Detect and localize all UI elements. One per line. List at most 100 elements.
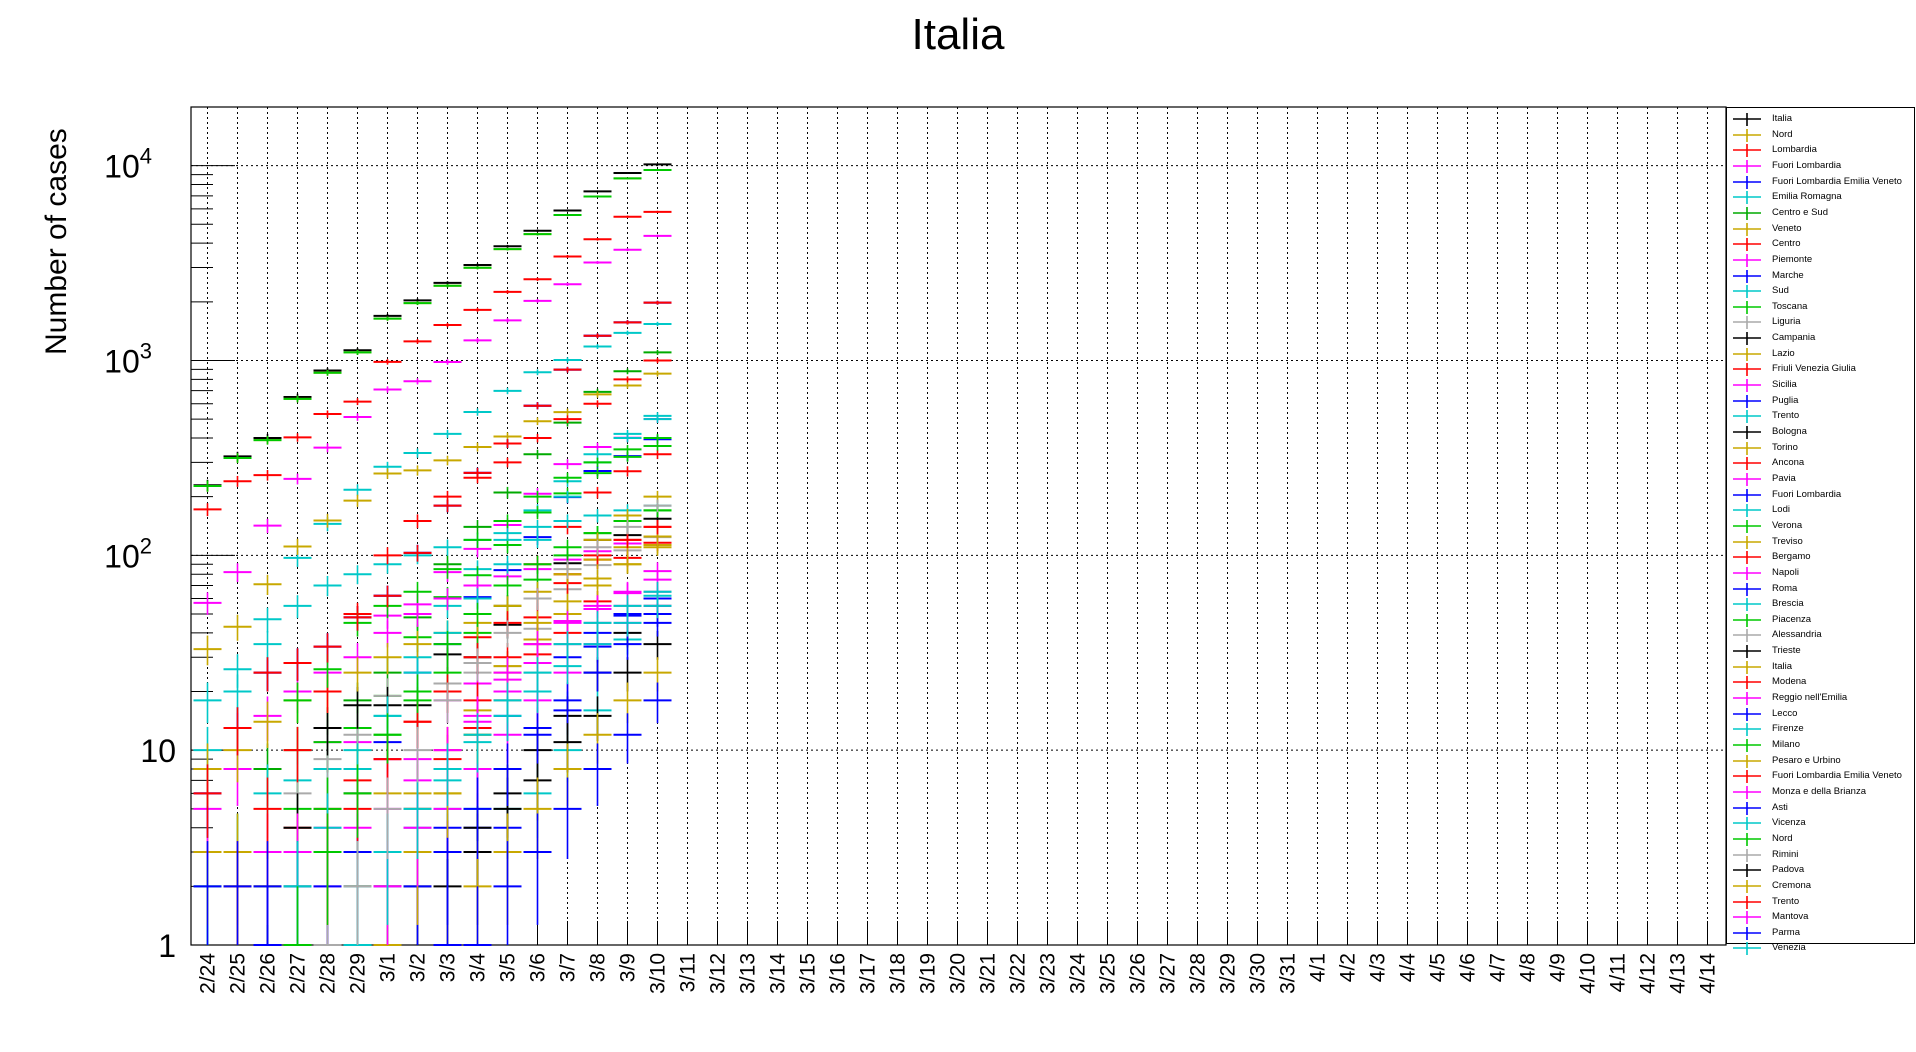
legend-item: Trento bbox=[1727, 409, 1914, 424]
x-tick-label: 3/4 bbox=[467, 953, 490, 983]
legend-marker bbox=[1733, 613, 1761, 627]
legend-item: Parma bbox=[1727, 926, 1914, 941]
legend-label: Centro bbox=[1772, 238, 1801, 250]
legend-item: Trento bbox=[1727, 895, 1914, 910]
series-15 bbox=[193, 537, 672, 925]
legend-label: Lombardia bbox=[1772, 144, 1817, 156]
legend-label: Padova bbox=[1772, 864, 1805, 876]
legend-item: Torino bbox=[1727, 441, 1914, 456]
x-tick-label: 3/20 bbox=[947, 953, 970, 994]
legend-marker bbox=[1733, 113, 1761, 126]
series-36 bbox=[313, 519, 672, 925]
legend-item: Lodi bbox=[1727, 503, 1914, 518]
legend-item: Trieste bbox=[1727, 644, 1914, 659]
legend-marker bbox=[1733, 676, 1761, 690]
y-tick-label: 1 bbox=[158, 928, 176, 964]
grid-lines bbox=[191, 107, 1726, 945]
legend-item: Nord bbox=[1727, 128, 1914, 143]
x-tick-label: 4/12 bbox=[1637, 953, 1660, 994]
chart-legend: Italia Nord Lombardia Fuori Lombardia Fuori … bbox=[1726, 107, 1915, 956]
series-3 bbox=[193, 234, 672, 615]
legend-label: Friuli Venezia Giulia bbox=[1772, 363, 1856, 375]
legend-marker bbox=[1733, 285, 1761, 299]
x-tick-label: 2/28 bbox=[317, 953, 340, 994]
legend-item: Bologna bbox=[1727, 425, 1914, 440]
x-tick-label: 2/29 bbox=[347, 953, 370, 994]
x-tick-label: 4/8 bbox=[1517, 953, 1540, 982]
legend-marker bbox=[1733, 144, 1761, 158]
x-tick-label: 4/13 bbox=[1667, 953, 1690, 994]
legend-item: Lazio bbox=[1727, 347, 1914, 362]
legend-item: Modena bbox=[1727, 675, 1914, 690]
legend-label: Verona bbox=[1772, 519, 1803, 531]
legend-marker bbox=[1733, 582, 1761, 596]
x-axis: 2/24 2/25 2/26 2/27 2/28 2/29 3/1 3/2 3/3 3/4 3/5 3… bbox=[197, 921, 1720, 994]
x-tick-label: 3/30 bbox=[1247, 953, 1270, 994]
legend-label: Brescia bbox=[1772, 598, 1804, 610]
legend-label: Monza e della Brianza bbox=[1772, 785, 1866, 797]
x-tick-label: 3/17 bbox=[857, 953, 880, 994]
x-tick-label: 4/9 bbox=[1547, 953, 1570, 982]
legend-item: Centro e Sud bbox=[1727, 206, 1914, 221]
series-2 bbox=[193, 210, 672, 517]
legend-label: Campania bbox=[1772, 332, 1816, 344]
series-0 bbox=[193, 163, 672, 492]
legend-label: Rimini bbox=[1772, 848, 1799, 860]
legend-label: Bergamo bbox=[1772, 551, 1811, 563]
series-27 bbox=[193, 529, 672, 806]
legend-item: Friuli Venezia Giulia bbox=[1727, 362, 1914, 377]
legend-item: Fuori Lombardia Emilia Veneto bbox=[1727, 769, 1914, 784]
x-tick-label: 3/14 bbox=[767, 953, 790, 994]
legend-label: Pesaro e Urbino bbox=[1772, 754, 1841, 766]
series-7 bbox=[193, 370, 672, 666]
x-tick-label: 3/10 bbox=[647, 953, 670, 994]
legend-label: Veneto bbox=[1772, 222, 1802, 234]
legend-marker bbox=[1733, 253, 1761, 267]
legend-label: Torino bbox=[1772, 441, 1798, 453]
legend-label: Vicenza bbox=[1772, 817, 1806, 829]
legend-item: Veneto bbox=[1727, 222, 1914, 237]
legend-marker bbox=[1733, 598, 1761, 612]
series-17 bbox=[253, 562, 672, 925]
legend-marker bbox=[1733, 238, 1761, 252]
legend-marker bbox=[1733, 519, 1761, 533]
x-tick-label: 4/6 bbox=[1457, 953, 1480, 982]
legend-marker bbox=[1733, 723, 1761, 737]
legend-label: Nord bbox=[1772, 128, 1793, 140]
legend-item: Liguria bbox=[1727, 315, 1914, 330]
legend-marker bbox=[1733, 660, 1761, 674]
legend-item: Marche bbox=[1727, 269, 1914, 284]
x-tick-label: 3/1 bbox=[377, 953, 400, 982]
x-tick-label: 3/18 bbox=[887, 953, 910, 994]
x-tick-label: 3/13 bbox=[737, 953, 760, 994]
legend-item: Piemonte bbox=[1727, 253, 1914, 268]
x-tick-label: 4/2 bbox=[1337, 953, 1360, 982]
legend-marker bbox=[1733, 754, 1761, 768]
legend-item: Milano bbox=[1727, 738, 1914, 753]
legend-marker bbox=[1733, 911, 1761, 925]
legend-item: Sud bbox=[1727, 284, 1914, 299]
legend-item: Ancona bbox=[1727, 456, 1914, 471]
series-5 bbox=[193, 321, 672, 724]
legend-marker bbox=[1733, 785, 1761, 799]
y-tick-label: 104 bbox=[104, 144, 152, 185]
x-tick-label: 3/8 bbox=[587, 953, 610, 982]
legend-item: Sicilia bbox=[1727, 378, 1914, 393]
series-44 bbox=[433, 682, 672, 946]
legend-label: Fuori Lombardia Emilia Veneto bbox=[1772, 770, 1902, 782]
series-24 bbox=[193, 300, 672, 838]
series-29 bbox=[313, 581, 672, 945]
series-13 bbox=[253, 529, 672, 946]
legend-marker bbox=[1733, 535, 1761, 549]
series-18 bbox=[253, 602, 672, 946]
series-34 bbox=[433, 630, 672, 945]
legend-item: Bergamo bbox=[1727, 550, 1914, 565]
legend-marker bbox=[1733, 379, 1761, 393]
x-tick-label: 3/27 bbox=[1157, 953, 1180, 994]
legend-label: Trento bbox=[1772, 410, 1800, 422]
legend-item: Italia bbox=[1727, 660, 1914, 675]
legend-item: Pavia bbox=[1727, 472, 1914, 487]
series-46 bbox=[193, 168, 672, 492]
legend-marker bbox=[1733, 191, 1761, 205]
